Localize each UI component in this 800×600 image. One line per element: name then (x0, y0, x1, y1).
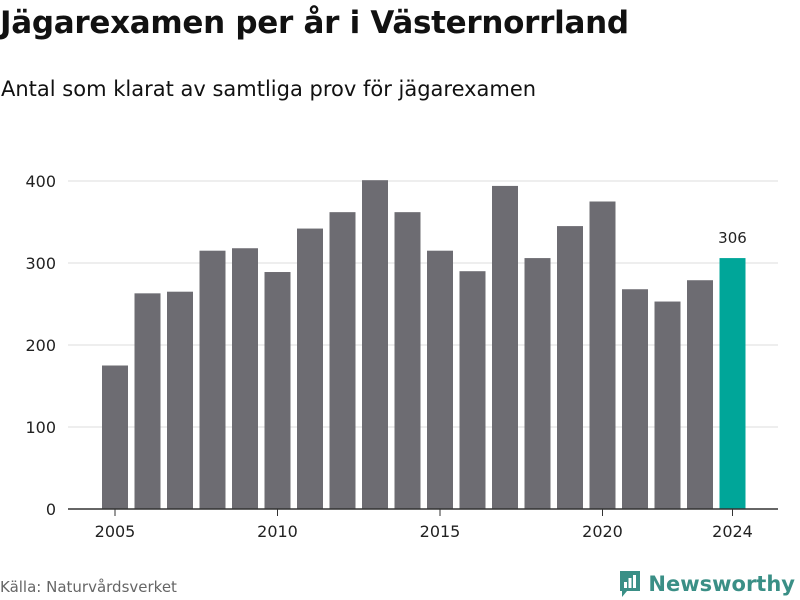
y-tick-label: 300 (25, 254, 56, 273)
y-tick-label: 200 (25, 336, 56, 355)
bar-2019 (557, 226, 583, 509)
bar-2006 (134, 293, 161, 509)
brand-name: Newsworthy (648, 572, 795, 596)
bar-2015 (427, 250, 453, 509)
x-tick-label: 2015 (420, 522, 461, 541)
y-tick-label: 400 (25, 172, 56, 191)
bar-2024 (719, 258, 746, 509)
x-tick-label: 2010 (257, 522, 298, 541)
data-label: 306 (718, 229, 747, 247)
bar-2011 (297, 228, 323, 509)
y-tick-label: 0 (46, 500, 56, 519)
bar-2023 (687, 280, 713, 509)
bar-2014 (394, 212, 421, 509)
bar-2016 (459, 271, 486, 509)
bar-2008 (199, 250, 226, 509)
bar-chart: 306 0 100 200 300 400 2005 2010 2015 2020 2024 (25, 172, 778, 541)
bar-chart-flag-icon (620, 571, 641, 597)
bar-2013 (362, 180, 388, 509)
chart-subtitle: Antal som klarat av samtliga prov för jä… (1, 77, 537, 101)
bar-2005 (102, 365, 128, 509)
bar-2009 (232, 248, 258, 510)
bar-2018 (524, 258, 551, 509)
bar-2010 (264, 272, 291, 509)
bar-2021 (622, 289, 648, 509)
y-tick-label: 100 (25, 418, 56, 437)
bar-2007 (167, 291, 193, 509)
bar-2022 (654, 301, 681, 509)
newsworthy-logo: Newsworthy (618, 568, 795, 600)
bar-2017 (492, 185, 518, 510)
bar-2020 (589, 201, 616, 509)
chart-title: Jägarexamen per år i Västernorrland (0, 5, 629, 41)
x-tick-label: 2020 (582, 522, 623, 541)
x-axis-ticks: 2005 2010 2015 2020 2024 (95, 509, 753, 541)
x-tick-label: 2005 (95, 522, 136, 541)
y-axis-ticks: 0 100 200 300 400 (25, 172, 56, 519)
bars: 306 (102, 180, 747, 510)
x-tick-label: 2024 (712, 522, 753, 541)
bar-2012 (329, 212, 356, 509)
source-note: Källa: Naturvårdsverket (0, 578, 177, 596)
